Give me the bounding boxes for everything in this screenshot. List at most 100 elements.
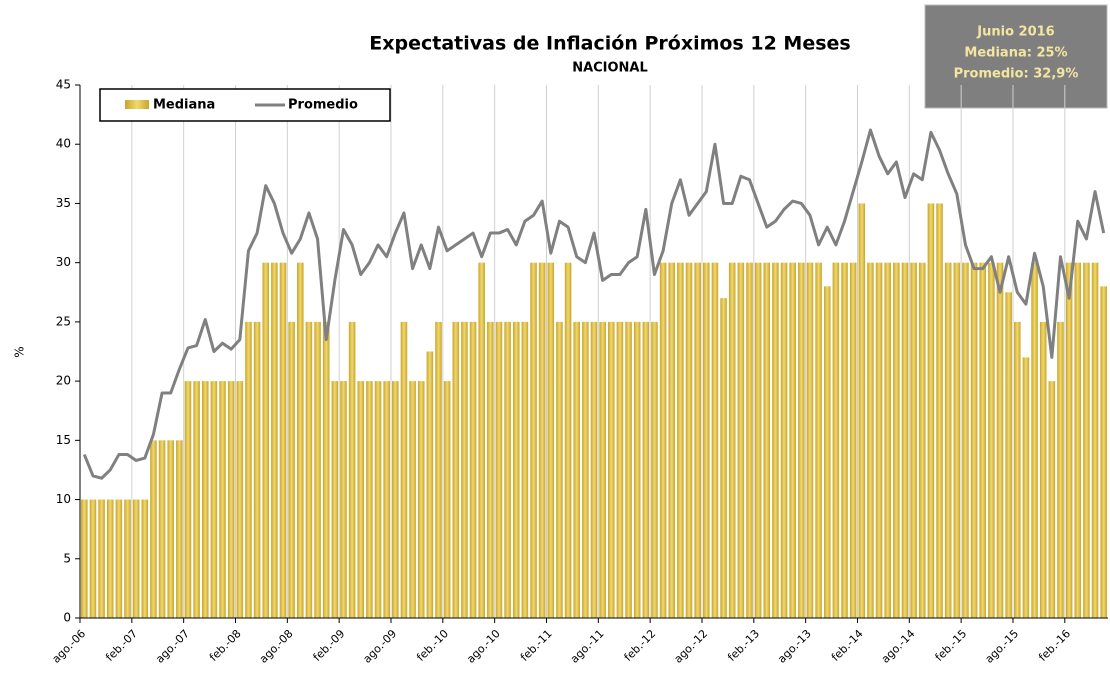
x-tick-label: ago.-07 bbox=[153, 627, 192, 666]
bar bbox=[884, 262, 891, 618]
bar bbox=[288, 321, 295, 618]
bar bbox=[798, 262, 805, 618]
y-tick-label: 10 bbox=[56, 492, 71, 506]
x-tick-label: ago.-09 bbox=[361, 627, 400, 666]
bar bbox=[106, 499, 114, 618]
bar bbox=[201, 381, 209, 618]
x-tick-label: ago.-06 bbox=[50, 627, 89, 666]
x-tick-label: ago.-12 bbox=[672, 627, 711, 666]
bar bbox=[245, 321, 252, 618]
x-tick-label: feb.-12 bbox=[622, 627, 659, 664]
bar bbox=[314, 321, 321, 618]
bar bbox=[530, 262, 537, 618]
bar bbox=[219, 381, 226, 618]
bar bbox=[331, 381, 339, 618]
bar bbox=[253, 321, 261, 618]
bar bbox=[271, 262, 278, 618]
annotation-text: Promedio: 32,9% bbox=[954, 67, 1079, 82]
bar bbox=[538, 262, 546, 618]
y-tick-label: 15 bbox=[56, 433, 71, 447]
bar bbox=[944, 262, 952, 618]
bar bbox=[98, 499, 105, 618]
x-tick-label: ago.-08 bbox=[257, 627, 296, 666]
bar bbox=[158, 440, 166, 618]
bar bbox=[988, 262, 995, 618]
bar bbox=[392, 381, 399, 618]
y-tick-label: 25 bbox=[56, 314, 71, 328]
bar bbox=[357, 381, 365, 618]
legend-label: Mediana bbox=[153, 98, 215, 113]
bar bbox=[1022, 357, 1030, 618]
bar bbox=[279, 262, 287, 618]
chart-title: Expectativas de Inflación Próximos 12 Me… bbox=[369, 33, 850, 55]
bar bbox=[1039, 321, 1047, 618]
legend-swatch bbox=[125, 100, 149, 109]
x-tick-label: feb.-16 bbox=[1036, 627, 1073, 664]
bar bbox=[81, 499, 88, 618]
bar bbox=[167, 440, 174, 618]
bar bbox=[780, 262, 788, 618]
bar bbox=[150, 440, 157, 618]
bar bbox=[590, 321, 598, 618]
y-tick-label: 35 bbox=[56, 196, 71, 210]
x-tick-label: ago.-13 bbox=[775, 627, 814, 666]
bar bbox=[1031, 262, 1038, 618]
x-tick-label: feb.-08 bbox=[207, 627, 244, 664]
legend-label: Promedio bbox=[288, 98, 358, 113]
bar bbox=[564, 262, 572, 618]
bar bbox=[979, 262, 987, 618]
bar bbox=[754, 262, 762, 618]
y-tick-label: 45 bbox=[56, 78, 71, 92]
bar bbox=[366, 381, 373, 618]
bar bbox=[1083, 262, 1090, 618]
bar bbox=[599, 321, 606, 618]
bar bbox=[867, 262, 874, 618]
bar bbox=[469, 321, 477, 618]
bar bbox=[383, 381, 390, 618]
bar bbox=[176, 440, 183, 618]
bar bbox=[443, 381, 451, 618]
bar bbox=[642, 321, 650, 618]
bar bbox=[512, 321, 520, 618]
bar bbox=[582, 321, 589, 618]
x-tick-label: feb.-10 bbox=[414, 627, 451, 664]
bar bbox=[435, 321, 442, 618]
chart-subtitle: NACIONAL bbox=[572, 61, 648, 76]
bar bbox=[996, 262, 1004, 618]
bar bbox=[815, 262, 822, 618]
bar bbox=[806, 262, 814, 618]
bar bbox=[651, 321, 658, 618]
bar bbox=[1100, 286, 1107, 618]
bar bbox=[305, 321, 313, 618]
bar bbox=[1048, 381, 1056, 618]
y-tick-label: 20 bbox=[56, 374, 71, 388]
line bbox=[82, 128, 1106, 480]
annotation-box bbox=[924, 4, 1108, 109]
bar bbox=[858, 203, 866, 618]
bar bbox=[875, 262, 883, 618]
x-tick-label: feb.-13 bbox=[725, 627, 762, 664]
bar bbox=[495, 321, 503, 618]
y-tick-label: 5 bbox=[63, 551, 71, 565]
bar bbox=[832, 262, 840, 618]
bar bbox=[849, 262, 857, 618]
bar bbox=[426, 351, 434, 618]
bar bbox=[728, 262, 736, 618]
bar bbox=[1074, 262, 1082, 618]
bar bbox=[633, 321, 641, 618]
x-tick-label: feb.-09 bbox=[311, 627, 348, 664]
bar bbox=[1014, 321, 1021, 618]
annotation-text: Mediana: 25% bbox=[964, 46, 1067, 61]
bar bbox=[400, 321, 408, 618]
bar bbox=[417, 381, 425, 618]
bar bbox=[1057, 321, 1064, 618]
bar bbox=[607, 321, 615, 618]
bar bbox=[1005, 292, 1012, 618]
bar bbox=[668, 262, 676, 618]
y-axis-label: % bbox=[13, 346, 27, 357]
bar bbox=[556, 321, 563, 618]
bar bbox=[772, 262, 779, 618]
bar bbox=[970, 262, 978, 618]
bar bbox=[746, 262, 753, 618]
bar bbox=[953, 262, 961, 618]
